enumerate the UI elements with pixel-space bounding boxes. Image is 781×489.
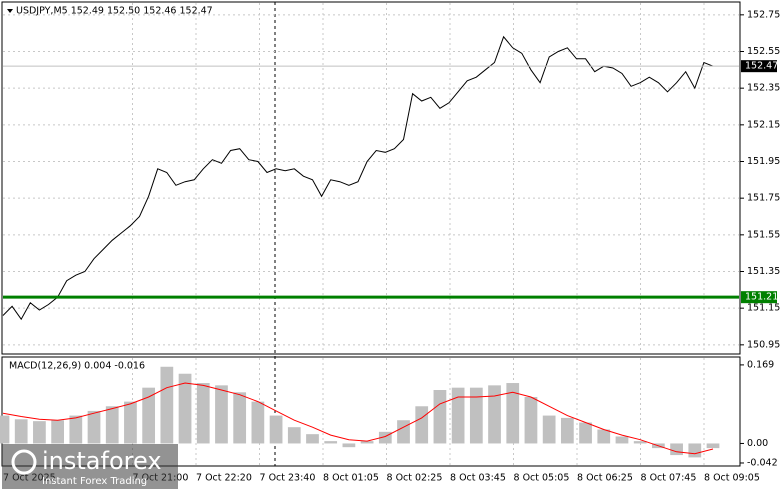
histogram-bar <box>178 373 192 444</box>
dropdown-icon <box>7 9 13 13</box>
y-tick-label: -0.042 <box>747 457 778 468</box>
histogram-bar <box>233 392 247 444</box>
histogram-bar <box>196 383 210 444</box>
histogram-bar <box>342 443 356 448</box>
histogram-bar <box>506 383 520 444</box>
histogram-bar <box>251 401 265 444</box>
histogram-bar <box>397 420 410 444</box>
histogram-bar <box>579 422 592 444</box>
y-tick-label: 151.55 <box>747 229 780 240</box>
x-tick-label: 8 Oct 03:45 <box>450 473 506 484</box>
watermark: instaforex Instant Forex Trading <box>2 444 178 489</box>
level-box <box>741 291 777 304</box>
histogram-bar <box>615 436 629 444</box>
histogram-bar <box>415 406 429 444</box>
level-label: 151.21 <box>745 292 778 303</box>
histogram-bar <box>324 441 338 444</box>
x-tick-label: 8 Oct 05:05 <box>514 473 570 484</box>
histogram-bar <box>378 431 392 444</box>
x-tick-label: 8 Oct 01:05 <box>323 473 379 484</box>
histogram-bar <box>124 401 137 444</box>
y-tick-label: 151.15 <box>747 303 780 314</box>
histogram-bar <box>69 415 83 444</box>
histogram-bar <box>142 387 156 444</box>
histogram-bar <box>633 441 647 444</box>
x-tick-label: 8 Oct 09:05 <box>704 473 760 484</box>
histogram-bar <box>160 366 174 444</box>
histogram-bar <box>433 390 447 444</box>
y-tick-label: 151.35 <box>747 266 780 277</box>
histogram-bar <box>451 387 465 444</box>
x-tick-label: 8 Oct 06:25 <box>577 473 633 484</box>
histogram-bar <box>105 406 119 444</box>
x-tick-label: 7 Oct 22:20 <box>196 473 252 484</box>
y-tick-label: 152.35 <box>747 83 780 94</box>
histogram-bar <box>488 385 501 444</box>
price-panel <box>1 1 741 355</box>
histogram-bar <box>688 443 702 458</box>
y-tick-label: 152.15 <box>747 119 780 130</box>
x-tick-label: 8 Oct 02:25 <box>387 473 443 484</box>
histogram-bar <box>33 421 46 444</box>
y-tick-label: 151.95 <box>747 156 780 167</box>
histogram-bar <box>14 419 28 444</box>
watermark-tagline: Instant Forex Trading <box>42 476 147 487</box>
current-price-box <box>741 60 777 73</box>
watermark-logo <box>11 449 37 475</box>
histogram-bar <box>360 441 374 444</box>
x-tick-label: 8 Oct 07:45 <box>641 473 697 484</box>
watermark-brand: instaforex <box>42 447 162 475</box>
histogram-bar <box>0 415 10 444</box>
histogram-bar <box>524 396 538 444</box>
histogram-bar <box>287 427 301 444</box>
chart-title: USDJPY,M5 152.49 152.50 152.46 152.47 <box>16 6 213 17</box>
y-tick-label: 150.95 <box>747 339 780 350</box>
histogram-bar <box>51 420 64 444</box>
histogram-bar <box>306 434 319 444</box>
histogram-bar <box>597 429 611 444</box>
series-line <box>2 382 714 455</box>
series-line <box>2 35 714 321</box>
y-tick-label: 152.75 <box>747 9 780 20</box>
y-tick-label: 151.75 <box>747 193 780 204</box>
histogram-bar <box>215 385 228 444</box>
histogram-bar <box>670 443 683 456</box>
x-tick-label: 7 Oct 23:40 <box>260 473 316 484</box>
current-price-label: 152.47 <box>745 61 778 72</box>
histogram-bar <box>706 443 720 449</box>
macd-title: MACD(12,26,9) 0.004 -0.016 <box>9 361 145 372</box>
watermark-bg <box>2 444 178 489</box>
histogram-bar <box>269 415 283 444</box>
histogram-bar <box>542 415 556 444</box>
histogram-bar <box>560 417 574 444</box>
y-tick-label: 0.00 <box>747 438 768 449</box>
y-tick-label: 152.55 <box>747 46 780 57</box>
histogram-bar <box>87 410 101 444</box>
histogram-bar <box>469 387 483 444</box>
y-tick-label: 0.169 <box>747 359 774 370</box>
